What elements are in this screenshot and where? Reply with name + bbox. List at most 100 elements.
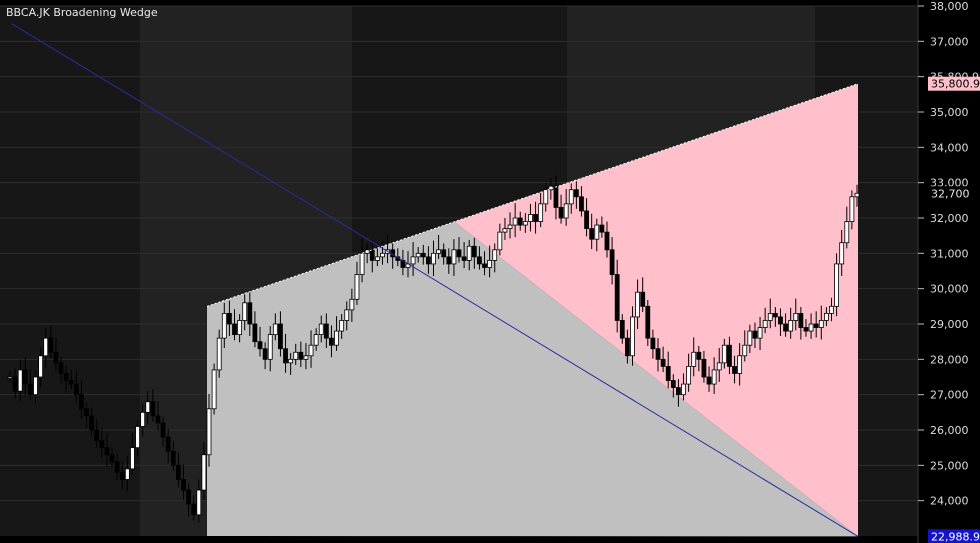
candle-body xyxy=(650,337,656,350)
candle-body xyxy=(436,249,442,254)
candle-body xyxy=(808,323,814,332)
candle-body xyxy=(655,348,661,360)
candle-body xyxy=(242,302,248,321)
candle-body xyxy=(329,337,334,346)
candle-body xyxy=(466,245,472,261)
candle-body xyxy=(477,256,482,265)
candle-body xyxy=(119,471,125,480)
candle-body xyxy=(691,351,697,367)
candle-body xyxy=(783,323,788,332)
candle-body xyxy=(762,320,768,328)
candle-body xyxy=(844,221,850,244)
candle-body xyxy=(798,312,804,328)
candle-body xyxy=(767,312,773,321)
candle-body xyxy=(237,320,243,336)
candle-body xyxy=(732,365,737,374)
candles xyxy=(7,175,860,523)
axis-tick-label: 27,000 xyxy=(930,389,969,402)
candle-body xyxy=(68,380,74,385)
candle-body xyxy=(778,316,783,325)
candle-body xyxy=(420,252,426,258)
chart-title: BBCA.JK Broadening Wedge xyxy=(6,6,158,19)
candle-body xyxy=(854,192,860,198)
candle-body xyxy=(150,401,156,417)
candle-body xyxy=(522,221,528,226)
candle-body xyxy=(609,249,615,275)
candle-body xyxy=(471,245,477,258)
candle-body xyxy=(170,450,176,466)
candle-body xyxy=(145,401,151,413)
price-marker-box xyxy=(928,186,980,201)
candle-body xyxy=(201,454,207,491)
axis-tick-label: 26,000 xyxy=(930,424,969,437)
candle-body xyxy=(558,206,564,219)
candle-body xyxy=(175,464,181,480)
candle-body xyxy=(63,373,69,381)
candle-body xyxy=(446,256,452,265)
candle-body xyxy=(369,249,375,261)
price-axis: 38,00037,00035,800.935,00034,00033,00032… xyxy=(917,0,980,543)
axis-tick-label: 28,000 xyxy=(930,353,969,366)
axis-tick-label: 24,000 xyxy=(930,495,969,508)
candle-body xyxy=(451,249,457,265)
candle-body xyxy=(839,242,845,265)
candle-body xyxy=(58,362,64,374)
candle-body xyxy=(17,369,23,392)
candle-body xyxy=(594,224,600,240)
candle-body xyxy=(410,256,416,265)
candle-body xyxy=(48,337,54,353)
candle-body xyxy=(140,411,146,427)
candle-body xyxy=(553,185,559,208)
candle-body xyxy=(298,351,304,360)
candle-body xyxy=(579,196,584,212)
candle-body xyxy=(747,330,753,346)
candle-body xyxy=(104,447,110,456)
axis-tick-label: 25,000 xyxy=(930,459,969,472)
candle-body xyxy=(599,224,605,233)
candle-body xyxy=(528,214,533,222)
candle-body xyxy=(788,320,794,332)
candle-body xyxy=(84,408,89,417)
candle-body xyxy=(737,355,743,374)
candle-body xyxy=(711,369,717,385)
candle-body xyxy=(640,291,646,307)
candle-body xyxy=(135,426,140,449)
candle-body xyxy=(716,362,722,371)
candle-body xyxy=(461,256,467,261)
candle-body xyxy=(262,348,268,360)
candle-body xyxy=(415,252,421,258)
price-marker-box xyxy=(928,76,980,91)
candle-body xyxy=(813,323,819,328)
candle-body xyxy=(334,330,339,346)
candle-body xyxy=(721,344,727,364)
candle-body xyxy=(645,305,651,339)
candle-body xyxy=(313,334,319,346)
candle-body xyxy=(124,468,130,480)
wedge-left-fill xyxy=(207,221,858,537)
price-marker-label: 35,800.9 xyxy=(931,78,980,91)
axis-tick-label: 35,000 xyxy=(930,106,969,119)
candle-body xyxy=(727,344,732,367)
candle-body xyxy=(354,274,360,300)
candle-body xyxy=(43,337,49,357)
wedge-lines xyxy=(11,23,859,537)
candle-body xyxy=(431,252,436,265)
upper-trendline xyxy=(206,83,859,307)
candle-body xyxy=(742,344,748,357)
candle-body xyxy=(38,355,44,378)
candle-body xyxy=(624,337,630,357)
candle-body xyxy=(359,252,365,275)
candle-body xyxy=(823,312,829,321)
candle-body xyxy=(79,394,84,410)
candle-body xyxy=(584,210,589,230)
candle-body xyxy=(635,291,640,318)
candle-body xyxy=(619,320,625,339)
candle-body xyxy=(456,249,462,258)
candle-body xyxy=(676,387,681,396)
candle-body xyxy=(681,383,686,396)
candle-body xyxy=(191,503,197,516)
candle-body xyxy=(22,369,28,385)
candle-body xyxy=(130,447,135,470)
candle-body xyxy=(94,429,100,442)
